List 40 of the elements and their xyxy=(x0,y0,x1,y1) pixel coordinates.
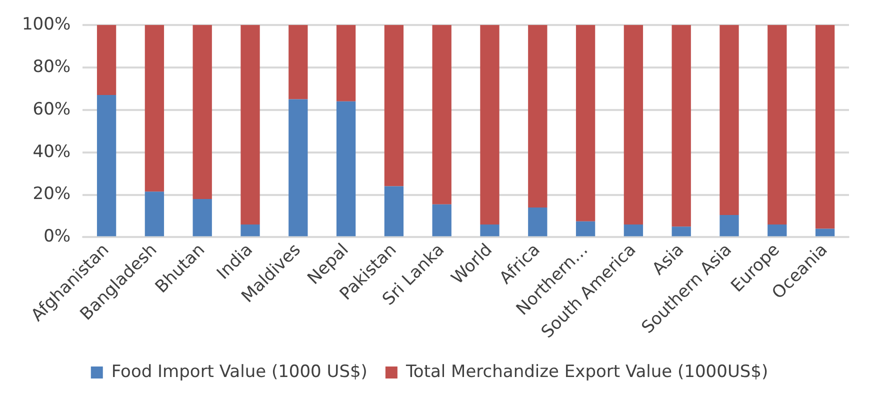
bar xyxy=(96,25,116,96)
bar xyxy=(576,221,596,236)
bar xyxy=(336,101,356,236)
bar xyxy=(384,186,404,236)
bar xyxy=(815,228,835,236)
y-tick-label: 40% xyxy=(32,142,71,162)
bar xyxy=(528,25,548,208)
bar xyxy=(336,25,356,102)
bar xyxy=(624,25,644,224)
y-tick-label: 20% xyxy=(32,184,71,204)
bar xyxy=(288,99,308,236)
bar xyxy=(432,204,452,236)
bar xyxy=(576,25,596,222)
bar xyxy=(720,214,739,236)
bar xyxy=(815,25,835,229)
y-tick-label: 100% xyxy=(22,14,71,34)
bar xyxy=(384,25,404,186)
bar xyxy=(192,25,212,200)
bar xyxy=(240,25,260,224)
bar xyxy=(768,224,787,236)
bar xyxy=(672,226,691,236)
bar xyxy=(624,224,644,236)
bar xyxy=(144,192,164,236)
y-tick-label: 60% xyxy=(32,99,71,120)
legend-label: Total Merchandize Export Value (1000US$) xyxy=(404,362,768,382)
bar xyxy=(480,25,500,224)
bar xyxy=(144,25,164,192)
bar xyxy=(192,199,212,236)
bar xyxy=(288,25,308,100)
legend-label: Food Import Value (1000 US$) xyxy=(111,362,368,382)
bar xyxy=(480,224,500,236)
bar xyxy=(720,25,739,215)
bar xyxy=(96,95,116,236)
bar xyxy=(432,25,452,204)
bar xyxy=(528,208,548,236)
y-tick-label: 0% xyxy=(44,226,71,247)
bar xyxy=(240,224,260,236)
y-tick-label: 80% xyxy=(32,56,71,77)
bar xyxy=(768,25,787,224)
bar xyxy=(672,25,691,227)
